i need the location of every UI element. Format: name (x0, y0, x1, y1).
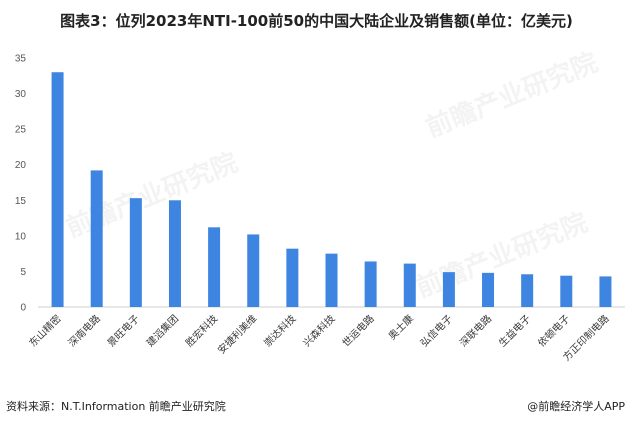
bar (482, 272, 495, 307)
y-tick-label: 30 (15, 89, 27, 100)
x-tick-label: 生益电子 (496, 312, 533, 349)
x-tick-label: 弘信电子 (418, 312, 455, 349)
bar (599, 276, 612, 307)
bar (521, 274, 534, 307)
x-tick-label: 建滔集团 (144, 312, 181, 349)
chart-title: 图表3：位列2023年NTI-100前50的中国大陆企业及销售额(单位：亿美元) (60, 12, 573, 30)
y-tick-label: 15 (15, 196, 27, 207)
y-tick-label: 10 (15, 231, 27, 242)
bar (129, 198, 142, 307)
bar (364, 261, 377, 307)
bar (208, 227, 221, 307)
bar (325, 253, 338, 307)
bar (90, 170, 103, 307)
bar (286, 248, 299, 307)
x-tick-label: 深联电路 (457, 312, 494, 349)
x-tick-label: 安捷利美维 (215, 312, 260, 357)
bar (247, 234, 260, 307)
credit-note: @前瞻经济学人APP (527, 400, 625, 413)
y-tick-label: 25 (15, 125, 27, 136)
x-tick-label: 深南电路 (65, 312, 102, 349)
bar (403, 263, 416, 307)
source-note: 资料来源：N.T.Information 前瞻产业研究院 (6, 400, 226, 413)
x-tick-label: 世运电路 (339, 312, 376, 349)
bar (560, 275, 573, 307)
bar (168, 200, 181, 307)
x-tick-label: 胜宏科技 (183, 312, 220, 349)
bars (51, 72, 612, 307)
y-tick-label: 20 (15, 160, 27, 171)
x-tick-label: 崇达科技 (261, 312, 298, 349)
x-tick-label: 奥士康 (385, 312, 415, 342)
bar (442, 272, 455, 307)
bar (51, 72, 64, 307)
y-axis: 0 5 10 15 20 25 30 35 (15, 54, 27, 314)
y-tick-label: 35 (15, 54, 27, 65)
x-tick-label: 东山精密 (26, 312, 63, 349)
x-tick-label: 依顿电子 (535, 312, 572, 349)
y-tick-label: 0 (20, 303, 26, 314)
x-tick-label: 景旺电子 (104, 312, 141, 349)
x-tick-label: 兴森科技 (300, 312, 337, 349)
y-tick-label: 5 (20, 267, 26, 278)
